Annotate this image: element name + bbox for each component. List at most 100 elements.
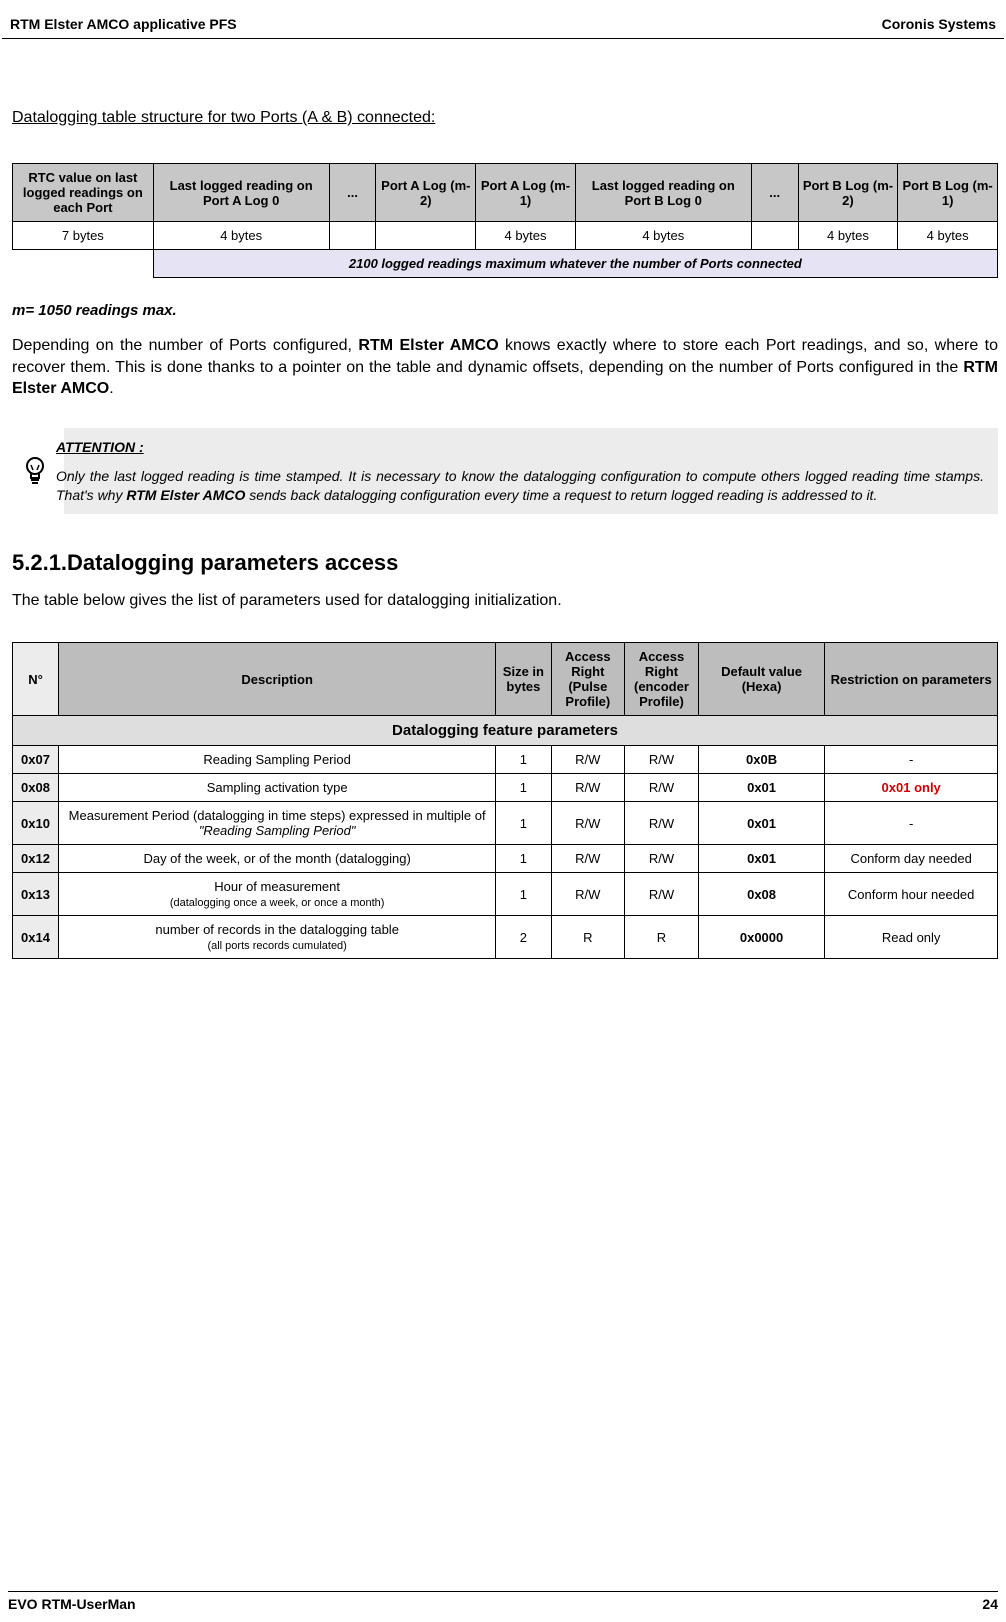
header-left: RTM Elster AMCO applicative PFS [10, 16, 237, 32]
table-row: N° Description Size in bytes Access Righ… [13, 643, 998, 716]
ports-structure-table: RTC value on last logged readings on eac… [12, 163, 998, 278]
cell [329, 222, 376, 250]
cell: 0x0000 [698, 916, 825, 959]
col-header: Last logged reading on Port B Log 0 [575, 164, 751, 222]
paragraph: Depending on the number of Ports configu… [12, 335, 998, 400]
cell: R/W [551, 746, 625, 774]
section-title: Datalogging table structure for two Port… [12, 109, 998, 127]
cell: 0x01 [698, 774, 825, 802]
lightbulb-icon [24, 438, 46, 505]
text: sends back datalogging configuration eve… [245, 487, 877, 503]
text: Depending on the number of Ports configu… [12, 337, 358, 354]
restriction-red: 0x01 only [882, 780, 941, 795]
content: Datalogging table structure for two Port… [2, 109, 1004, 959]
page: RTM Elster AMCO applicative PFS Coronis … [0, 0, 1006, 1622]
footer-left: EVO RTM-UserMan [8, 1596, 136, 1612]
header-right: Coronis Systems [882, 16, 996, 32]
cell [376, 222, 476, 250]
cell: 0x14 [13, 916, 59, 959]
cell: R [551, 916, 625, 959]
cell: 2 [496, 916, 551, 959]
page-header: RTM Elster AMCO applicative PFS Coronis … [2, 16, 1004, 38]
cell: 1 [496, 873, 551, 916]
cell: 7 bytes [13, 222, 154, 250]
col-header: Port B Log (m-1) [898, 164, 998, 222]
cell: - [825, 746, 998, 774]
table-row: 0x07 Reading Sampling Period 1 R/W R/W 0… [13, 746, 998, 774]
group-row: Datalogging feature parameters [13, 716, 998, 746]
cell: Hour of measurement (datalogging once a … [59, 873, 496, 916]
attention-box: ATTENTION : Only the last logged reading… [64, 428, 998, 515]
cell: R/W [551, 774, 625, 802]
cell: 0x01 [698, 802, 825, 845]
table-row: 0x14 number of records in the dataloggin… [13, 916, 998, 959]
table-row: 2100 logged readings maximum whatever th… [13, 250, 998, 278]
cell: Sampling activation type [59, 774, 496, 802]
cell: R/W [551, 873, 625, 916]
cell: R/W [625, 873, 699, 916]
cell: Read only [825, 916, 998, 959]
col-header: Port A Log (m-2) [376, 164, 476, 222]
col-header: Port A Log (m-1) [476, 164, 576, 222]
cell: 1 [496, 802, 551, 845]
text-italic: "Reading Sampling Period" [199, 823, 356, 838]
cell: 0x01 only [825, 774, 998, 802]
cell: 0x07 [13, 746, 59, 774]
cell: R/W [625, 845, 699, 873]
cell: 1 [496, 746, 551, 774]
col-header: RTC value on last logged readings on eac… [13, 164, 154, 222]
banner-cell: 2100 logged readings maximum whatever th… [153, 250, 997, 278]
attention-text: ATTENTION : Only the last logged reading… [46, 438, 988, 505]
footer-right: 24 [982, 1596, 998, 1612]
col-header: N° [13, 643, 59, 716]
cell: R/W [551, 845, 625, 873]
col-header: Port B Log (m-2) [798, 164, 898, 222]
cell: R/W [625, 802, 699, 845]
table-row: 0x08 Sampling activation type 1 R/W R/W … [13, 774, 998, 802]
cell: 4 bytes [575, 222, 751, 250]
cell: Reading Sampling Period [59, 746, 496, 774]
col-header: Access Right (encoder Profile) [625, 643, 699, 716]
table-row: 7 bytes 4 bytes 4 bytes 4 bytes 4 bytes … [13, 222, 998, 250]
col-header: ... [329, 164, 376, 222]
text: Measurement Period (datalogging in time … [69, 808, 486, 823]
cell: - [825, 802, 998, 845]
text: . [109, 380, 113, 397]
cell: number of records in the datalogging tab… [59, 916, 496, 959]
cell: 0x01 [698, 845, 825, 873]
text-sub: (datalogging once a week, or once a mont… [170, 897, 385, 909]
text: number of records in the datalogging tab… [155, 922, 399, 937]
col-header: Default value (Hexa) [698, 643, 825, 716]
cell: R [625, 916, 699, 959]
cell: 0x08 [13, 774, 59, 802]
cell: 4 bytes [476, 222, 576, 250]
cell: 0x08 [698, 873, 825, 916]
cell: Conform day needed [825, 845, 998, 873]
cell: 4 bytes [798, 222, 898, 250]
cell: Conform hour needed [825, 873, 998, 916]
table-row: RTC value on last logged readings on eac… [13, 164, 998, 222]
group-cell: Datalogging feature parameters [13, 716, 998, 746]
paragraph: The table below gives the list of parame… [12, 590, 998, 612]
cell: 0x12 [13, 845, 59, 873]
cell: R/W [625, 774, 699, 802]
text-sub: (all ports records cumulated) [207, 940, 346, 952]
page-footer: EVO RTM-UserMan 24 [0, 1591, 1006, 1612]
cell: R/W [551, 802, 625, 845]
col-header: Access Right (Pulse Profile) [551, 643, 625, 716]
col-header: Description [59, 643, 496, 716]
cell: 0x13 [13, 873, 59, 916]
cell: 0x10 [13, 802, 59, 845]
cell: 0x0B [698, 746, 825, 774]
cell: 1 [496, 845, 551, 873]
cell: 4 bytes [898, 222, 998, 250]
text-bold: RTM Elster AMCO [358, 337, 498, 354]
cell: 1 [496, 774, 551, 802]
col-header: Size in bytes [496, 643, 551, 716]
col-header: Last logged reading on Port A Log 0 [153, 164, 329, 222]
cell: Measurement Period (datalogging in time … [59, 802, 496, 845]
attention-title: ATTENTION : [56, 438, 984, 457]
table-row: 0x10 Measurement Period (datalogging in … [13, 802, 998, 845]
col-header: Restriction on parameters [825, 643, 998, 716]
text-bold: RTM Elster AMCO [126, 487, 245, 503]
